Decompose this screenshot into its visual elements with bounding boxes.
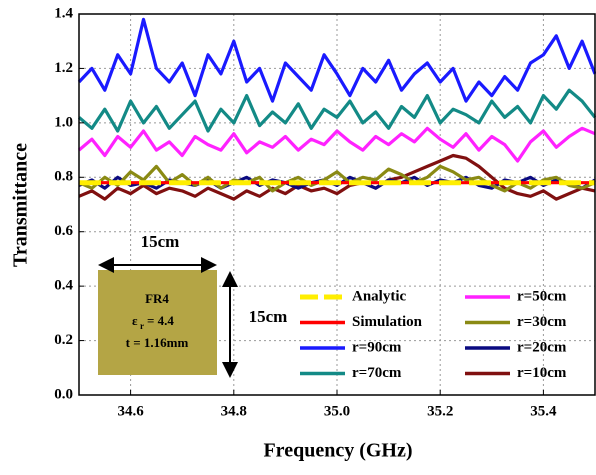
y-tick-label: 1.2 bbox=[54, 60, 73, 76]
height-label: 15cm bbox=[249, 307, 288, 326]
epsilon-symbol: ε bbox=[132, 313, 138, 328]
y-tick-label: 0.0 bbox=[54, 386, 73, 402]
epsilon-subscript: r bbox=[140, 321, 144, 331]
legend-label: r=20cm bbox=[517, 339, 567, 355]
series-line bbox=[77, 88, 596, 133]
series-line bbox=[77, 126, 596, 163]
legend-label: r=50cm bbox=[517, 288, 567, 304]
y-axis-label: Transmittance bbox=[10, 143, 32, 267]
legend-label: Simulation bbox=[352, 314, 423, 330]
x-tick-label: 34.8 bbox=[221, 403, 247, 419]
x-tick-label: 35.0 bbox=[324, 403, 350, 419]
fr4-board bbox=[98, 270, 217, 375]
ticks: 0.0 0.2 0.4 0.6 0.8 1.0 1.2 1.4 34.6 34.8 35.0 35.2… bbox=[54, 5, 557, 419]
y-tick-label: 1.4 bbox=[54, 5, 73, 21]
legend-label: r=90cm bbox=[352, 339, 402, 355]
legend-label: r=10cm bbox=[517, 365, 567, 381]
y-tick-label: 1.0 bbox=[54, 114, 73, 130]
y-tick-label: 0.6 bbox=[54, 223, 73, 239]
thickness-label: t = 1.16mm bbox=[126, 335, 189, 350]
legend-label: r=70cm bbox=[352, 365, 402, 381]
x-tick-label: 35.2 bbox=[427, 403, 453, 419]
series-line bbox=[77, 17, 596, 103]
width-label: 15cm bbox=[141, 232, 180, 251]
lines bbox=[77, 17, 596, 201]
legend-label: r=30cm bbox=[517, 314, 567, 330]
legend: Analytic Simulation r=90cm r=70cm r=50cm r=30… bbox=[300, 288, 567, 381]
series-line bbox=[78, 164, 596, 193]
x-axis-label: Frequency (GHz) bbox=[263, 440, 412, 462]
y-tick-label: 0.8 bbox=[54, 169, 73, 185]
inset: 15cm 15cm FR4 ε r = 4.4 t = 1.16mm bbox=[98, 232, 288, 378]
epsilon-value: = 4.4 bbox=[147, 313, 174, 328]
material-label: FR4 bbox=[145, 291, 169, 306]
y-tick-label: 0.4 bbox=[54, 278, 73, 294]
x-tick-label: 34.6 bbox=[117, 403, 144, 419]
legend-label: Analytic bbox=[352, 288, 407, 304]
x-tick-label: 35.4 bbox=[530, 403, 557, 419]
y-tick-label: 0.2 bbox=[54, 332, 73, 348]
